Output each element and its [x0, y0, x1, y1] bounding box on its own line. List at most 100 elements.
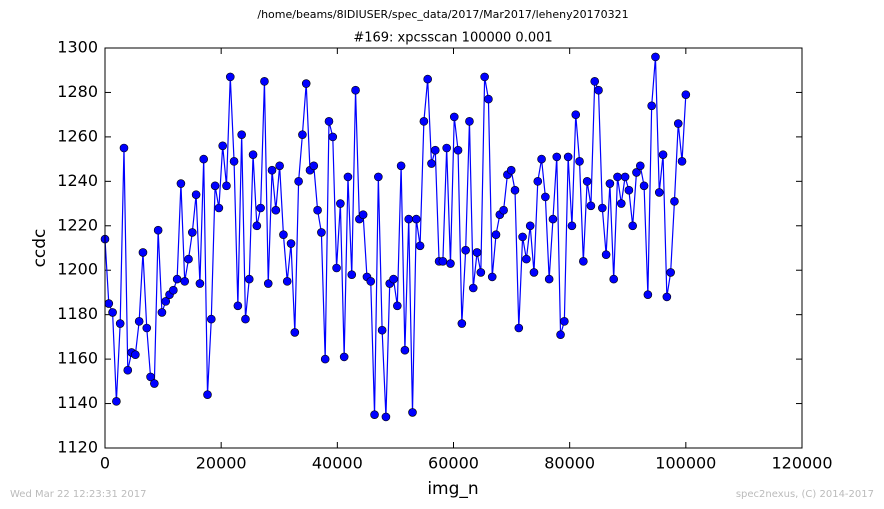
y-tick-label: 1160 [57, 349, 98, 368]
data-point [571, 110, 581, 119]
y-tick-label: 1120 [57, 438, 98, 457]
data-point [635, 161, 645, 171]
data-point [658, 150, 668, 159]
data-point [301, 79, 311, 88]
data-point [142, 323, 152, 333]
data-point [343, 172, 353, 182]
data-point [506, 165, 516, 175]
x-tick-label: 60000 [428, 454, 479, 473]
data-point [491, 230, 501, 239]
data-point [563, 152, 573, 162]
data-point [442, 143, 451, 153]
data-point [613, 172, 622, 182]
data-point [552, 152, 562, 162]
data-point [681, 90, 691, 99]
data-point [449, 112, 459, 122]
data-point [366, 277, 376, 286]
data-point [408, 408, 417, 417]
data-point [389, 274, 398, 284]
data-point [188, 228, 197, 237]
data-point [377, 325, 387, 335]
data-point [108, 308, 117, 317]
x-tick-label: 100000 [655, 454, 716, 473]
data-point [586, 201, 596, 211]
chart-title: #169: xpcsscan 100000 0.001 [353, 31, 552, 46]
data-point [199, 154, 209, 164]
data-point [267, 165, 277, 175]
data-point [446, 259, 455, 268]
data-point [134, 317, 144, 326]
x-tick-label: 20000 [196, 454, 247, 473]
data-point [222, 181, 231, 191]
y-tick-label: 1300 [57, 38, 98, 57]
data-point [381, 412, 391, 422]
data-point [123, 365, 133, 375]
data-point [651, 52, 660, 62]
x-tick-label: 40000 [312, 454, 363, 473]
data-point [594, 85, 603, 95]
data-point [279, 230, 288, 239]
data-point [461, 245, 470, 255]
x-tick-label: 0 [100, 454, 110, 473]
data-point [453, 145, 463, 155]
data-point [601, 250, 611, 259]
data-point [172, 274, 182, 284]
data-point [180, 277, 190, 286]
data-point [643, 290, 653, 299]
data-point [294, 177, 303, 186]
data-point [260, 77, 269, 86]
data-point [119, 143, 129, 153]
data-point [104, 299, 114, 308]
data-point [153, 225, 163, 235]
data-point [518, 232, 527, 242]
data-point [161, 297, 171, 306]
data-point [347, 270, 357, 279]
data-point [411, 214, 421, 224]
data-point [476, 268, 486, 277]
data-point [654, 188, 664, 197]
data-point [468, 283, 478, 293]
data-point [400, 345, 410, 355]
data-point [256, 203, 265, 213]
data-point [525, 221, 535, 231]
data-point [465, 117, 474, 126]
data-point [404, 214, 414, 224]
data-point [632, 168, 641, 177]
data-point [673, 119, 683, 128]
data-point [358, 210, 368, 219]
data-point [210, 181, 220, 191]
data-point [415, 241, 425, 251]
data-point [560, 317, 569, 326]
x-axis-label: img_n [427, 479, 478, 499]
data-point [229, 157, 239, 166]
data-point [556, 330, 565, 339]
data-point [670, 197, 679, 206]
suptitle: /home/beams/8IDIUSER/spec_data/2017/Mar2… [257, 8, 628, 21]
data-point [582, 177, 592, 186]
data-point [590, 77, 600, 86]
data-point [484, 94, 493, 104]
data-point [419, 117, 429, 126]
data-point [233, 301, 243, 311]
data-point [370, 410, 379, 419]
data-point [510, 185, 520, 195]
data-point [244, 274, 254, 284]
data-point [472, 248, 482, 257]
x-tick-label: 80000 [544, 454, 595, 473]
data-point [169, 285, 178, 295]
data-point [271, 205, 281, 215]
y-tick-label: 1260 [57, 126, 98, 145]
data-point [533, 177, 543, 186]
data-point [579, 257, 588, 266]
data-point [499, 205, 508, 215]
footer-left: Wed Mar 22 12:23:31 2017 [10, 489, 146, 500]
data-point [218, 141, 227, 151]
data-point [598, 203, 607, 213]
data-point [666, 268, 675, 277]
data-point [624, 185, 634, 195]
data-point [176, 179, 186, 188]
data-point [138, 248, 148, 257]
data-point [191, 190, 201, 199]
y-tick-label: 1240 [57, 171, 98, 190]
